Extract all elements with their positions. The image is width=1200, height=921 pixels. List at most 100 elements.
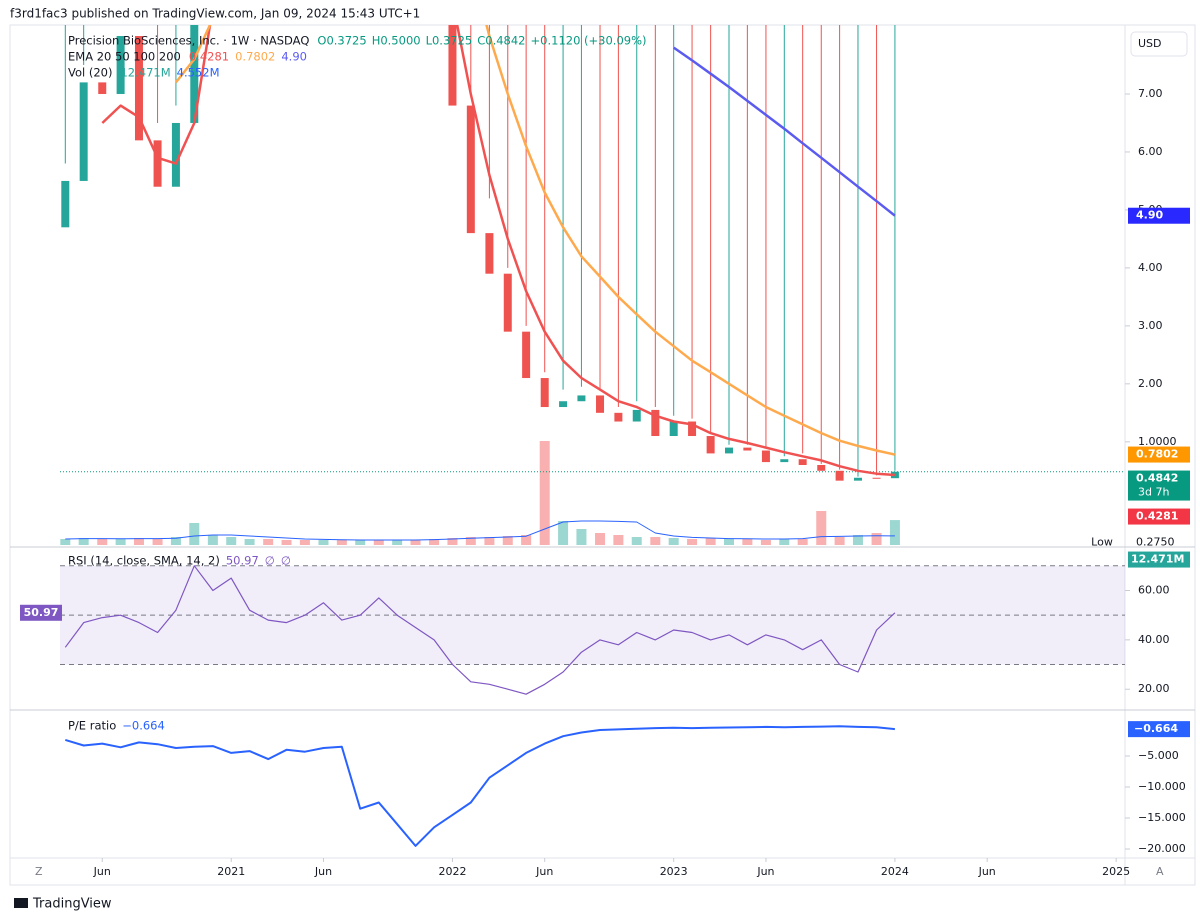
candle-body — [559, 401, 568, 408]
y-tick-label: 1.0000 — [1138, 435, 1177, 448]
price-label: 0.4842 — [1136, 472, 1178, 485]
symbol-legend: Precision BioSciences, Inc. · 1W · NASDA… — [68, 34, 309, 48]
y-tick-label: 3.00 — [1138, 319, 1163, 332]
volume-bar — [668, 538, 679, 545]
volume-bar — [115, 539, 126, 545]
volume-bar — [429, 539, 440, 545]
price-label: 0.4281 — [1136, 510, 1178, 523]
candle-body — [835, 470, 844, 481]
candle-body — [79, 82, 88, 181]
pe-legend: P/E ratio — [68, 719, 116, 733]
candle-body — [98, 82, 107, 94]
volume-bar — [576, 529, 587, 545]
price-label-box — [1128, 508, 1190, 525]
indicator-value: 0.7802 — [235, 50, 275, 64]
low-caption: Low — [1091, 536, 1113, 549]
candle-body — [614, 412, 623, 422]
candle-body — [540, 378, 549, 408]
rsi-value: ∅ — [265, 554, 275, 568]
rsi-legend: RSI (14, close, SMA, 14, 2) — [68, 554, 220, 568]
y-tick-label: 4.00 — [1138, 261, 1163, 274]
volume-bar — [152, 539, 163, 545]
candle-body — [872, 477, 881, 479]
price-label-box — [1128, 446, 1190, 463]
frame — [9, 24, 1196, 886]
y-tick-label: 60.00 — [1138, 583, 1170, 596]
candle-body — [153, 140, 162, 187]
volume-bar — [502, 536, 513, 545]
corner-button[interactable]: A — [1156, 865, 1164, 878]
volume-bar — [189, 523, 200, 545]
x-tick-label: Jun — [535, 865, 553, 878]
volume-value: 12.471M — [120, 66, 170, 80]
ema-line — [174, 25, 896, 456]
volume-bar — [595, 533, 606, 545]
volume-bar — [373, 540, 384, 545]
main-pane — [60, 25, 1125, 545]
volume-bar — [742, 539, 753, 545]
low-label: 0.2750 — [1136, 536, 1175, 549]
y-tick-label: 7.00 — [1138, 87, 1163, 100]
volume-bar — [779, 539, 790, 545]
volume-bar — [392, 540, 403, 545]
candle-body — [632, 409, 641, 422]
candle-body — [798, 459, 807, 465]
candle-body — [724, 447, 733, 454]
volume-label: 12.471M — [1131, 553, 1184, 566]
rsi-line — [64, 565, 896, 695]
volume-bar — [410, 540, 421, 545]
x-tick-label: Jun — [756, 865, 774, 878]
ohlc-value: +0.1120 (+30.09%) — [531, 34, 647, 48]
candle-body — [522, 331, 531, 379]
candle-body — [134, 36, 143, 141]
x-tick-label: 2022 — [438, 865, 466, 878]
pe-value: −0.664 — [122, 719, 165, 733]
price-label: 4.90 — [1136, 209, 1163, 222]
ohlc-value: H0.5000 — [372, 34, 421, 48]
volume-bar — [889, 520, 900, 545]
volume-bar — [78, 538, 89, 545]
rsi-value-box — [20, 604, 62, 621]
volume-bar — [207, 535, 218, 545]
currency[interactable]: USD — [1138, 37, 1162, 50]
volume-label-box — [1128, 551, 1190, 568]
pe-value-box — [1128, 721, 1190, 738]
volume-legend: Vol (20) — [68, 66, 112, 80]
x-tick-label: 2021 — [217, 865, 245, 878]
candle-body — [171, 122, 180, 187]
publish-info: f3rd1fac3 published on TradingView.com, … — [10, 7, 420, 21]
volume-bar — [705, 538, 716, 545]
candle-body — [596, 395, 605, 413]
currency-button[interactable] — [1130, 31, 1188, 57]
volume-bar — [281, 540, 292, 545]
volume-bar — [631, 537, 642, 545]
indicator-value: 4.90 — [281, 50, 307, 64]
volume-bar — [244, 539, 255, 545]
price-label-box — [1128, 207, 1190, 224]
volume-bar — [263, 539, 274, 545]
candle-body — [780, 459, 789, 463]
corner-button[interactable]: Z — [35, 865, 43, 878]
ema-line — [672, 46, 896, 217]
candle-body — [817, 465, 826, 471]
rsi-value: 50.97 — [226, 554, 259, 568]
candle-body — [890, 471, 899, 479]
ohlc-value: O0.3725 — [317, 34, 366, 48]
ohlc-value: L0.3725 — [426, 34, 473, 48]
logo — [14, 898, 28, 908]
y-tick-label: 40.00 — [1138, 633, 1170, 646]
volume-bar — [723, 539, 734, 545]
y-tick-label: 2.00 — [1138, 377, 1163, 390]
volume-bar — [465, 537, 476, 545]
candle-body — [116, 36, 125, 94]
volume-bar — [133, 538, 144, 545]
pe-line — [65, 725, 896, 847]
volume-bar — [447, 538, 458, 545]
candle-body — [466, 105, 475, 234]
ema-line — [101, 25, 895, 477]
volume-bar — [484, 537, 495, 545]
volume-bar — [318, 540, 329, 545]
candle-body — [853, 477, 862, 481]
rsi-value: ∅ — [281, 554, 291, 568]
